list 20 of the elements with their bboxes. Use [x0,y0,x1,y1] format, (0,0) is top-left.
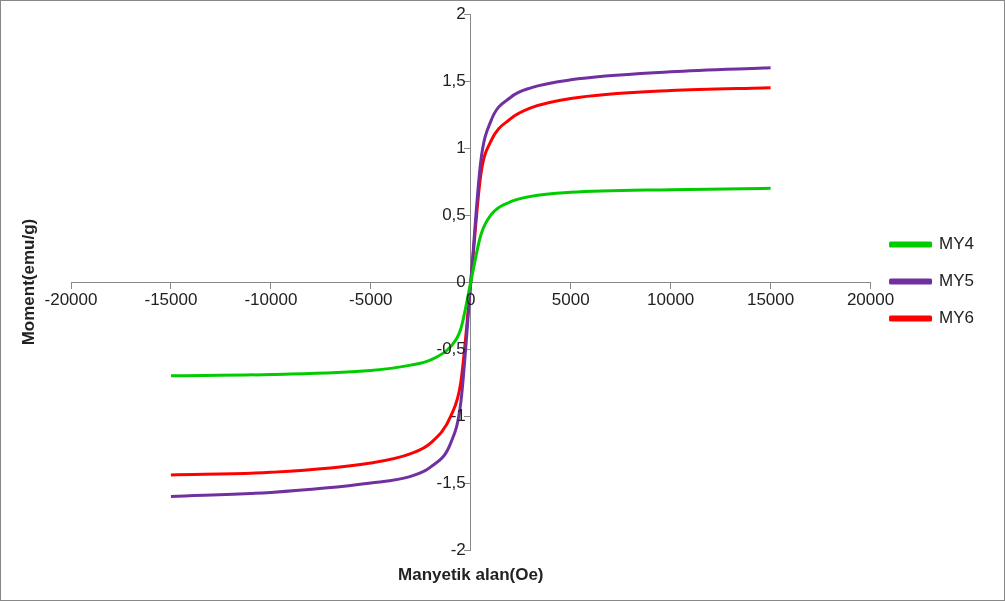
y-tick-label: 1,5 [442,70,466,90]
x-tick-label: -5000 [349,289,393,309]
legend-label: MY5 [939,271,975,291]
y-tick-label: 0 [456,271,466,291]
x-tick-label: -20000 [44,289,98,309]
x-axis-title: Manyetik alan(Oe) [398,565,544,585]
x-tick-label: 15000 [746,289,795,309]
x-tick-label: 20000 [846,289,895,309]
y-tick-label: 1 [456,137,466,157]
legend-label: MY4 [939,234,975,254]
x-tick-label: -15000 [144,289,198,309]
y-axis-title: Moment(emu/g) [18,218,38,346]
x-tick-label: -10000 [244,289,298,309]
y-tick-label: 0,5 [442,204,466,224]
y-tick-label: -1,5 [436,472,466,492]
x-tick-label: 5000 [551,289,590,309]
y-tick-label: -2 [450,539,466,559]
legend-label: MY6 [939,308,975,328]
x-tick-label: 10000 [647,289,695,309]
y-tick-label: 2 [456,3,466,23]
